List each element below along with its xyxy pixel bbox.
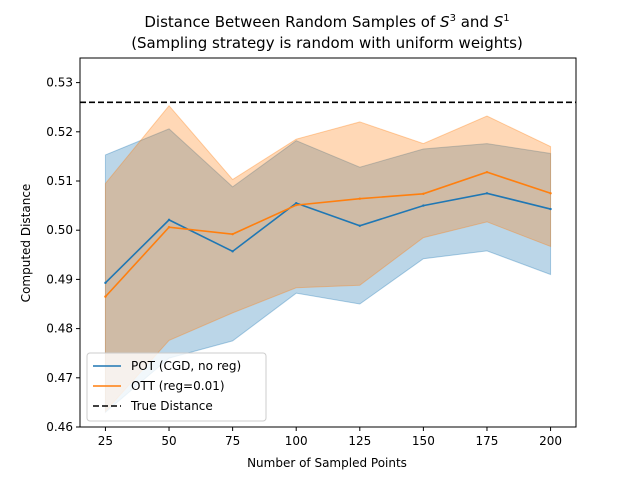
y-tick-label-0.49: 0.49 xyxy=(46,272,73,286)
y-tick-label-0.48: 0.48 xyxy=(46,322,73,336)
point-series-1-3 xyxy=(295,203,298,207)
y-tick-label-0.46: 0.46 xyxy=(46,420,73,434)
legend-label-0: POT (CGD, no reg) xyxy=(131,359,241,373)
point-series-1-6 xyxy=(485,170,489,174)
line-series-0 xyxy=(104,192,551,284)
y-tick-label-0.52: 0.52 xyxy=(46,125,73,139)
plot-area: 25 50 75 100 125 150 175 200 0.46 0.47 0.48 0.49 0.5… xyxy=(46,57,577,448)
y-tick-label-0.51: 0.51 xyxy=(46,174,73,188)
point-series-0-7 xyxy=(549,207,552,211)
x-tick-label-100: 100 xyxy=(285,434,308,448)
y-tick-label-0.47: 0.47 xyxy=(46,371,73,385)
x-tick-label-75: 75 xyxy=(225,434,240,448)
point-series-1-1 xyxy=(167,226,171,229)
point-series-1-4 xyxy=(358,197,361,200)
chart-title-line1: Distance Between Random Samples of S3 an… xyxy=(144,13,509,31)
y-tick-label-0.53: 0.53 xyxy=(46,76,73,90)
point-series-1-5 xyxy=(422,192,425,195)
x-tick-label-125: 125 xyxy=(348,434,371,448)
legend-label-1: OTT (reg=0.01) xyxy=(131,379,225,393)
point-series-0-4 xyxy=(358,224,361,227)
legend-box xyxy=(86,352,267,422)
x-tick-label-25: 25 xyxy=(98,434,113,448)
x-tick-label-175: 175 xyxy=(476,434,499,448)
point-series-0-6 xyxy=(485,192,489,195)
chart-title-line2: (Sampling strategy is random with unifor… xyxy=(131,34,523,52)
x-tick-label-200: 200 xyxy=(539,434,562,448)
point-series-0-5 xyxy=(422,204,425,207)
y-axis-label: Computed Distance xyxy=(19,184,33,303)
x-tick-label-50: 50 xyxy=(161,434,176,448)
point-series-0-0 xyxy=(104,281,107,285)
point-series-1-0 xyxy=(104,295,107,298)
x-axis-label: Number of Sampled Points xyxy=(247,456,407,470)
point-series-0-1 xyxy=(167,218,171,222)
axes-frame xyxy=(79,57,577,428)
point-series-1-2 xyxy=(231,232,234,236)
legend: POT (CGD, no reg) OTT (reg=0.01) True Dist… xyxy=(86,352,267,422)
point-series-0-2 xyxy=(231,250,234,253)
line-series-1 xyxy=(104,171,551,298)
band-series-0 xyxy=(104,128,552,414)
point-series-1-7 xyxy=(549,192,552,195)
band-series-1 xyxy=(104,104,552,413)
x-tick-label-150: 150 xyxy=(412,434,435,448)
legend-label-2: True Distance xyxy=(130,399,213,413)
y-tick-label-0.50: 0.50 xyxy=(46,223,73,237)
point-series-0-3 xyxy=(295,201,298,205)
